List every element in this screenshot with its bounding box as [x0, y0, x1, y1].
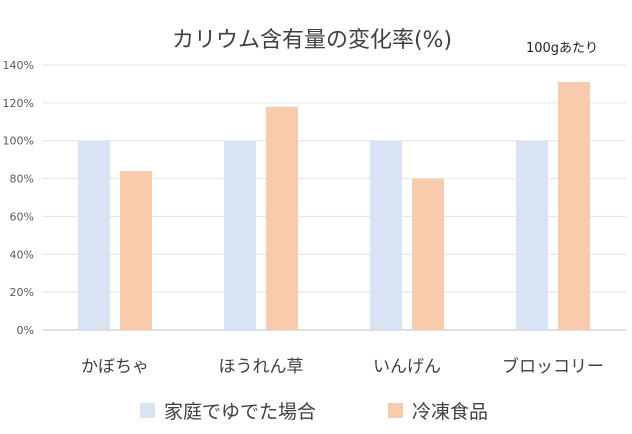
- x-axis-ticks: かぼちゃ ほうれん草 いんげん ブロッコリー: [81, 356, 604, 377]
- bar-home-boiled-2: [370, 140, 402, 330]
- x-tick-label: ほうれん草: [219, 357, 304, 377]
- chart-title: カリウム含有量の変化率(%): [172, 28, 452, 53]
- y-axis-ticks: 0% 20% 40% 60% 80% 100% 120% 140%: [3, 59, 34, 337]
- y-tick-label: 100%: [3, 135, 34, 148]
- legend: 家庭でゆでた場合 冷凍食品: [140, 401, 488, 423]
- legend-label: 家庭でゆでた場合: [164, 401, 316, 423]
- bar-frozen-2: [412, 178, 444, 330]
- bar-home-boiled-3: [516, 140, 548, 330]
- chart-subtitle: 100gあたり: [526, 41, 598, 56]
- legend-label: 冷凍食品: [412, 401, 488, 423]
- y-tick-label: 80%: [10, 173, 34, 186]
- bar-home-boiled-1: [224, 140, 256, 330]
- bar-frozen-0: [120, 171, 152, 330]
- legend-swatch: [140, 403, 155, 418]
- x-tick-label: かぼちゃ: [81, 357, 149, 377]
- x-tick-label: いんげん: [373, 357, 441, 377]
- y-tick-label: 140%: [3, 59, 34, 72]
- y-tick-label: 0%: [17, 324, 34, 337]
- y-tick-label: 60%: [10, 210, 34, 223]
- bar-home-boiled-0: [78, 140, 110, 330]
- y-tick-label: 40%: [10, 248, 34, 261]
- bar-frozen-1: [266, 106, 298, 331]
- y-tick-label: 120%: [3, 97, 34, 110]
- bar-frozen-3: [558, 82, 590, 331]
- y-tick-label: 20%: [10, 286, 34, 299]
- legend-swatch: [388, 403, 403, 418]
- bars: [78, 82, 590, 331]
- x-tick-label: ブロッコリー: [502, 356, 604, 377]
